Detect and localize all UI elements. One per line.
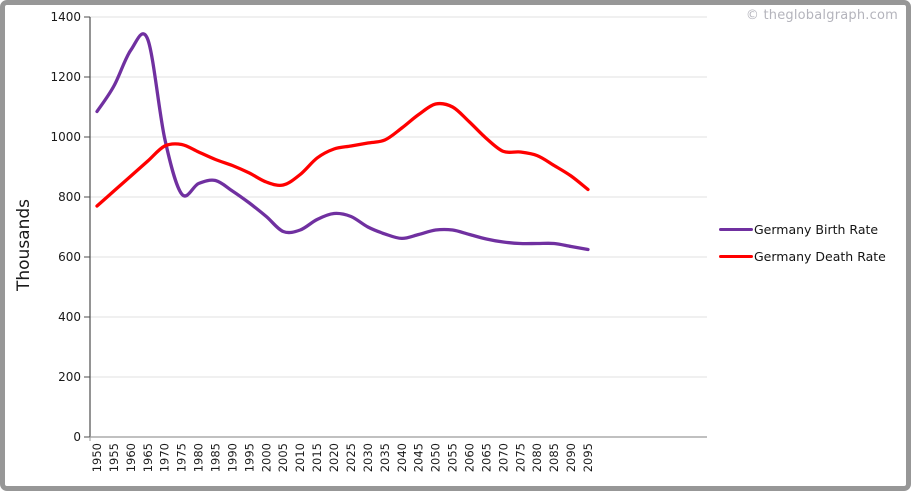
x-tick-label: 2050 (429, 443, 443, 472)
x-tick-label: 2005 (276, 443, 290, 472)
x-tick-label: 2020 (327, 443, 341, 472)
y-tick-label: 400 (58, 310, 81, 324)
x-tick-label: 2000 (259, 443, 273, 472)
y-tick-label: 1000 (50, 130, 81, 144)
x-tick-label: 1955 (107, 443, 121, 472)
x-tick-label: 2085 (547, 443, 561, 472)
legend: Germany Birth Rate Germany Death Rate (719, 216, 886, 270)
x-tick-label: 2035 (378, 443, 392, 472)
death-rate-line-swatch (719, 254, 753, 259)
x-tick-label: 2010 (293, 443, 307, 472)
legend-item-death-rate: Germany Death Rate (719, 243, 886, 270)
x-tick-label: 2055 (446, 443, 460, 472)
y-tick-label: 600 (58, 250, 81, 264)
x-tick-label: 2015 (310, 443, 324, 472)
x-tick-label: 2070 (496, 443, 510, 472)
x-tick-label: 1950 (90, 443, 104, 472)
y-tick-label: 1200 (50, 70, 81, 84)
y-tick-label: 1400 (50, 10, 81, 24)
series-line-germany-death-rate (95, 101, 590, 208)
x-tick-label: 1985 (209, 443, 223, 472)
x-tick-label: 1975 (175, 443, 189, 472)
x-tick-label: 1970 (158, 443, 172, 472)
y-tick-label: 200 (58, 370, 81, 384)
series-line-germany-birth-rate (95, 32, 590, 252)
x-tick-label: 1980 (192, 443, 206, 472)
x-tick-label: 1965 (141, 443, 155, 472)
y-tick-label: 0 (73, 430, 81, 444)
x-tick-label: 1995 (242, 443, 256, 472)
x-tick-label: 1960 (124, 443, 138, 472)
x-tick-label: 2060 (462, 443, 476, 472)
x-tick-label: 2045 (412, 443, 426, 472)
x-tick-label: 2030 (361, 443, 375, 472)
legend-label-birth-rate: Germany Birth Rate (754, 222, 879, 237)
x-tick-label: 1990 (225, 443, 239, 472)
x-tick-label: 2080 (530, 443, 544, 472)
x-tick-label: 2095 (581, 443, 595, 472)
x-tick-label: 2090 (564, 443, 578, 472)
watermark: © theglobalgraph.com (745, 8, 898, 23)
birth-rate-line-swatch (719, 227, 753, 232)
x-tick-label: 2065 (479, 443, 493, 472)
legend-item-birth-rate: Germany Birth Rate (719, 216, 886, 243)
x-tick-label: 2075 (513, 443, 527, 472)
x-tick-label: 2025 (344, 443, 358, 472)
y-tick-label: 800 (58, 190, 81, 204)
x-tick-label: 2040 (395, 443, 409, 472)
legend-label-death-rate: Germany Death Rate (754, 249, 886, 264)
